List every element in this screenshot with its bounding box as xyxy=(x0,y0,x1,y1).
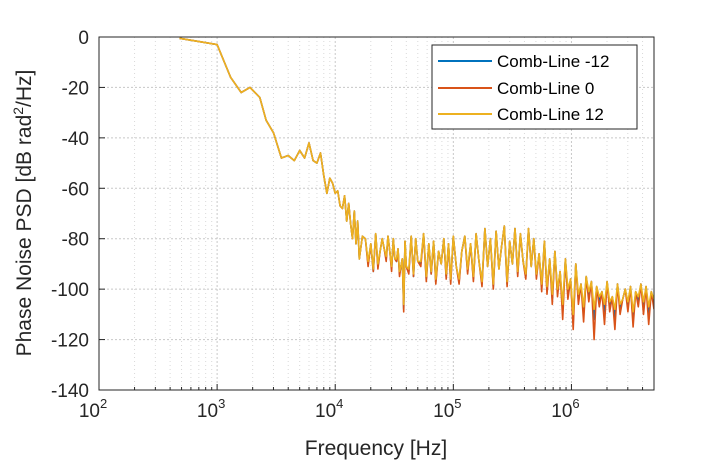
y-tick-label: -140 xyxy=(51,381,89,402)
x-tick-label: 103 xyxy=(197,396,225,422)
x-axis-title: Frequency [Hz] xyxy=(305,437,447,460)
y-tick-label: -120 xyxy=(51,331,89,352)
x-tick-label: 105 xyxy=(433,396,461,422)
y-tick-label: -80 xyxy=(62,230,89,251)
series-line-2 xyxy=(179,37,654,316)
y-tick-label: -100 xyxy=(51,280,89,301)
y-tick-label: -20 xyxy=(62,78,89,99)
legend-label-series-0: Comb-Line -12 xyxy=(497,52,609,71)
legend: Comb-Line -12 Comb-Line 0 Comb-Line 12 xyxy=(431,44,638,130)
x-tick-label: 106 xyxy=(551,396,579,422)
series-layer xyxy=(179,37,654,341)
y-axis-title-superscript: 2 xyxy=(10,107,26,115)
y-axis-title: Phase Noise PSD [dB rad2/Hz] xyxy=(10,70,36,357)
y-tick-label: 0 xyxy=(78,28,89,49)
legend-label-series-2: Comb-Line 12 xyxy=(497,105,604,124)
plot-frame xyxy=(98,36,655,391)
y-tick-label: -60 xyxy=(62,179,89,200)
axis-ticks xyxy=(98,36,644,391)
x-tick-label: 104 xyxy=(315,396,343,422)
x-tick-label: 102 xyxy=(79,396,107,422)
x-tick-labels: 102 103 104 105 106 xyxy=(79,396,580,422)
y-tick-label: -40 xyxy=(62,129,89,150)
legend-label-series-1: Comb-Line 0 xyxy=(497,79,594,98)
minor-grid xyxy=(134,37,644,390)
y-tick-labels: 0 -20 -40 -60 -80 -100 -120 -140 xyxy=(51,28,89,402)
